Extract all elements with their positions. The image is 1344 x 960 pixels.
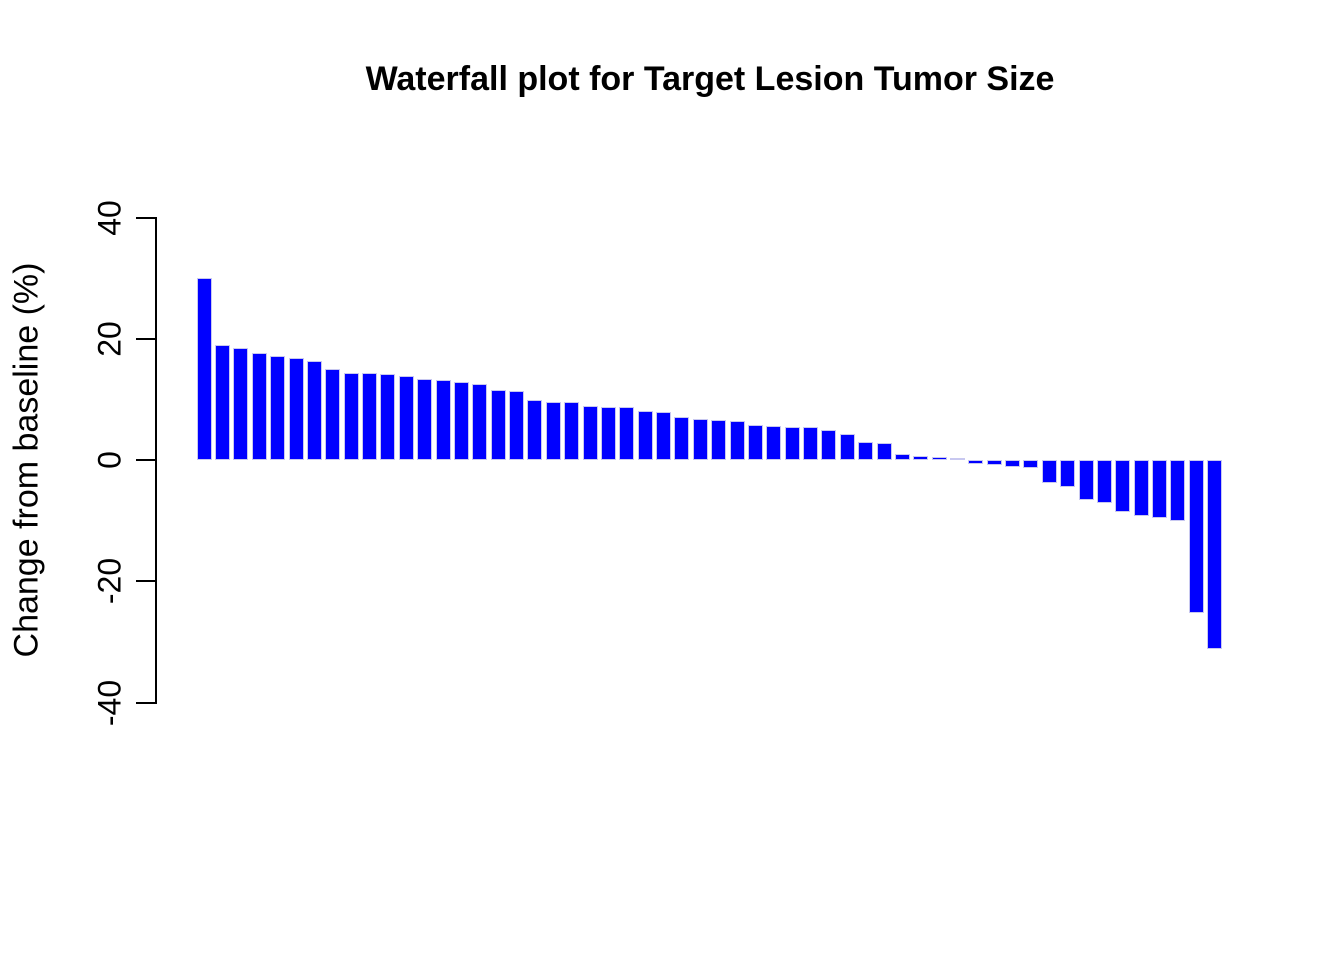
bar <box>876 443 892 460</box>
bar <box>1005 460 1021 468</box>
bar <box>435 379 451 460</box>
y-tick-label: -20 <box>91 558 128 605</box>
bar <box>288 357 304 460</box>
y-axis-title: Change from baseline (%) <box>7 262 46 658</box>
y-tick-label: -40 <box>91 679 128 726</box>
bar <box>1170 460 1186 521</box>
bar <box>453 381 469 460</box>
bar <box>674 416 690 460</box>
y-tick-mark <box>136 216 156 219</box>
bar <box>1023 460 1039 469</box>
y-axis-line <box>155 217 157 704</box>
bar <box>362 373 378 460</box>
bar <box>729 420 745 460</box>
bar <box>1041 460 1057 484</box>
bar <box>1060 460 1076 487</box>
bar <box>509 391 525 460</box>
bar <box>858 442 874 460</box>
bar <box>325 369 341 460</box>
bar <box>600 406 616 460</box>
bar <box>1115 460 1131 512</box>
bar <box>1188 460 1204 613</box>
bar <box>894 453 910 460</box>
bar <box>545 401 561 460</box>
bar <box>1133 460 1149 517</box>
bar <box>215 344 231 460</box>
y-tick-mark <box>136 337 156 340</box>
bar <box>306 361 322 460</box>
y-tick-label: 0 <box>91 451 128 469</box>
bar <box>949 457 965 460</box>
bar <box>986 460 1002 465</box>
bar <box>803 427 818 460</box>
bar <box>582 406 598 460</box>
bar <box>1096 460 1112 504</box>
y-tick-mark <box>136 580 156 583</box>
bar <box>270 356 286 460</box>
y-tick-label: 40 <box>91 199 128 236</box>
bar <box>692 418 708 460</box>
bar <box>251 352 267 460</box>
bar <box>619 407 635 460</box>
bar <box>637 410 653 460</box>
bar <box>839 433 855 460</box>
bar <box>343 372 359 460</box>
bar <box>821 429 837 460</box>
bar <box>1207 460 1223 650</box>
bar <box>784 426 800 460</box>
bar <box>196 278 212 460</box>
bar <box>1152 460 1168 518</box>
bar <box>398 375 414 460</box>
y-tick-mark <box>136 459 156 461</box>
bar <box>472 383 488 460</box>
bar <box>913 456 929 460</box>
bar <box>656 412 672 460</box>
chart-title: Waterfall plot for Target Lesion Tumor S… <box>365 60 1055 98</box>
bar <box>747 425 763 460</box>
bar <box>1078 460 1094 500</box>
bar <box>490 389 506 460</box>
bar <box>233 347 249 460</box>
bar <box>564 402 580 460</box>
bar <box>968 460 984 465</box>
bar <box>766 426 782 460</box>
bar <box>931 456 947 460</box>
y-tick-mark <box>136 701 156 704</box>
bar <box>380 373 396 460</box>
bar <box>417 378 433 460</box>
bar <box>527 399 543 460</box>
bar <box>711 419 727 460</box>
y-tick-label: 20 <box>91 320 128 357</box>
